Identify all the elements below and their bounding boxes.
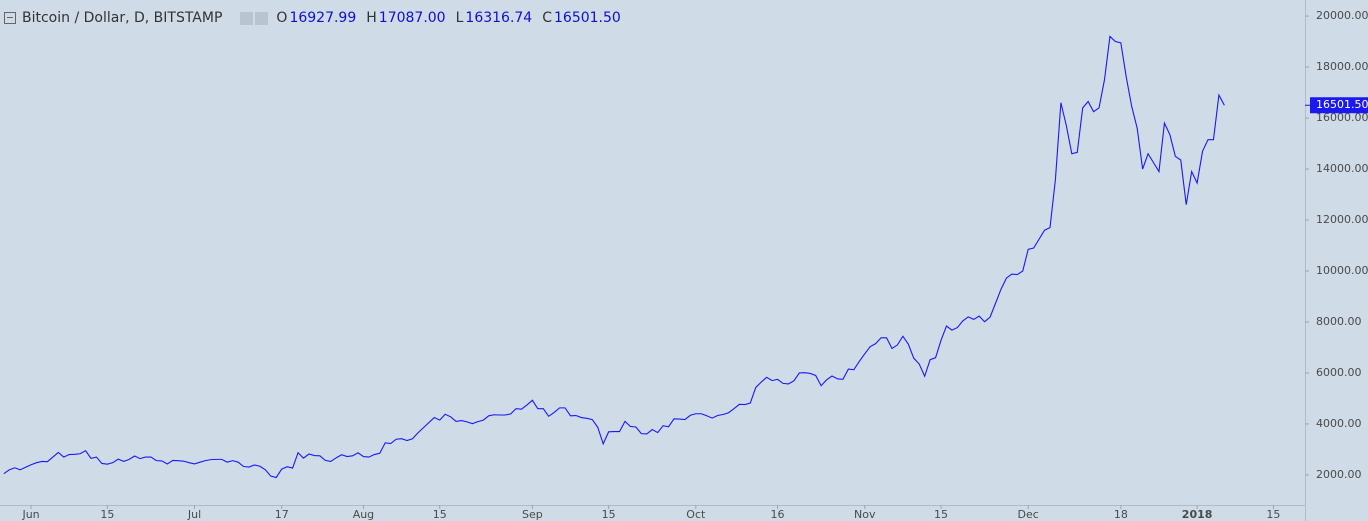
x-tick-label: 16: [771, 508, 785, 521]
legend-header: Bitcoin / Dollar, D, BITSTAMP O 16927.99 H…: [4, 8, 621, 28]
x-tick-label: Oct: [686, 508, 706, 521]
ohlc-item: L 16316.74: [456, 10, 533, 26]
y-tick-label: 4000.00: [1316, 417, 1362, 430]
x-tick-label: Jun: [21, 508, 39, 521]
x-tick-label: 15: [100, 508, 114, 521]
ohlc-value: 17087.00: [378, 10, 446, 26]
ohlc-key: L: [455, 10, 464, 26]
ohlc-value: 16501.50: [554, 10, 621, 26]
x-tick-label: Dec: [1018, 508, 1039, 521]
x-tick-label: Jul: [187, 508, 201, 521]
ohlc-item: O 16927.99: [276, 10, 356, 26]
symbol-title: Bitcoin / Dollar, D, BITSTAMP: [22, 10, 223, 26]
x-tick-label: 15: [934, 508, 948, 521]
y-tick-label: 2000.00: [1316, 468, 1362, 481]
y-tick-label: 18000.00: [1316, 60, 1368, 73]
y-tick-label: 10000.00: [1316, 264, 1368, 277]
x-tick-label: 15: [433, 508, 447, 521]
settings-icon[interactable]: [255, 11, 269, 25]
y-tick-label: 8000.00: [1316, 315, 1362, 328]
x-tick-label: Aug: [353, 508, 374, 521]
ohlc-key: C: [542, 10, 552, 26]
x-tick-label: Sep: [522, 508, 543, 521]
x-tick-label: Nov: [854, 508, 876, 521]
price-line: [3, 35, 1225, 479]
ohlc-key: H: [366, 10, 377, 26]
y-tick-label: 16000.00: [1316, 111, 1368, 124]
ohlc-key: O: [276, 10, 288, 26]
x-tick-label: 15: [1266, 508, 1280, 521]
legend-icons: [240, 11, 269, 25]
ohlc-item: C 16501.50: [542, 10, 621, 26]
x-tick-label: 2018: [1182, 508, 1213, 521]
collapse-icon[interactable]: [4, 12, 16, 24]
x-tick-label: 17: [275, 508, 289, 521]
y-tick-label: 20000.00: [1316, 9, 1368, 22]
eye-icon[interactable]: [240, 11, 254, 25]
y-tick-label: 12000.00: [1316, 213, 1368, 226]
ohlc-value: 16927.99: [289, 10, 357, 26]
ohlc-value: 16316.74: [465, 10, 533, 26]
last-price-label: 16501.50: [1316, 98, 1368, 111]
last-price-tag: [1310, 97, 1368, 114]
x-tick-label: 18: [1114, 508, 1128, 521]
ohlc-values: O 16927.99 H 17087.00 L 16316.74 C 16501.50: [276, 10, 620, 26]
x-tick-label: 15: [602, 508, 616, 521]
ohlc-item: H 17087.00: [366, 10, 445, 26]
y-tick-label: 6000.00: [1316, 366, 1362, 379]
y-tick-label: 14000.00: [1316, 162, 1368, 175]
